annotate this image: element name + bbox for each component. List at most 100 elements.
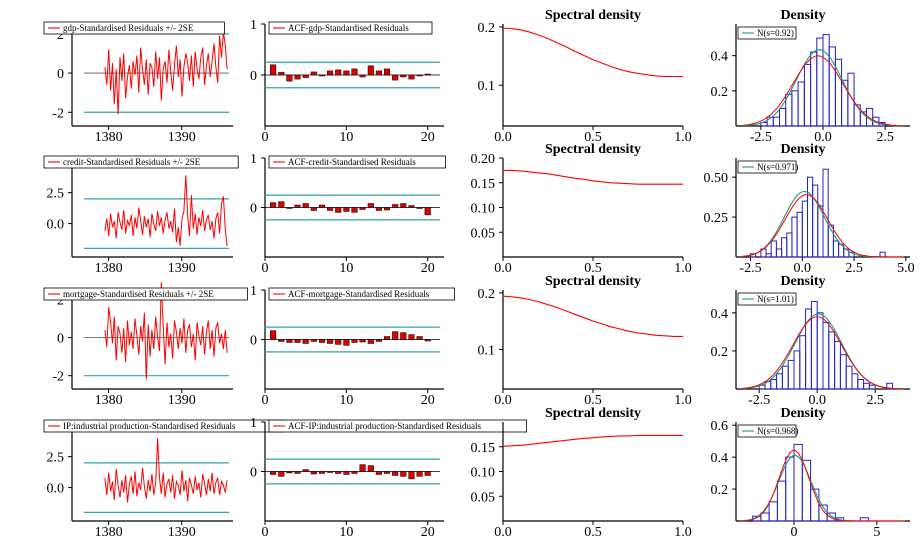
acf-bar bbox=[367, 65, 374, 76]
estimated-density-curve bbox=[743, 55, 903, 127]
acf-bar bbox=[408, 74, 415, 80]
acf-bar bbox=[351, 339, 358, 343]
histogram-bar bbox=[776, 373, 783, 390]
acf-bar bbox=[359, 74, 366, 78]
legend-box bbox=[737, 292, 797, 306]
panel-title: Density bbox=[780, 8, 825, 23]
acf-bar bbox=[424, 471, 431, 476]
panel-r2-c2: 0.0 0.5 1.0 0.2 0.1 Spectral density bbox=[478, 274, 692, 408]
acf-bar bbox=[286, 471, 293, 474]
acf-bar bbox=[400, 74, 407, 78]
y-tick-label: 0.0 bbox=[47, 218, 65, 233]
histogram-bar bbox=[857, 379, 865, 390]
histogram-bar bbox=[810, 51, 818, 127]
histogram-bar bbox=[781, 365, 789, 390]
acf-bar bbox=[392, 204, 399, 208]
histogram-bar bbox=[834, 340, 841, 390]
legend-box bbox=[268, 21, 433, 35]
x-tick-label: 1390 bbox=[168, 261, 196, 276]
x-tick-label: 10 bbox=[339, 261, 353, 276]
histogram-bar bbox=[886, 382, 894, 390]
histogram-bar bbox=[772, 116, 780, 127]
panel-r1-c2: 0.0 0.5 1.0 0.20 0.15 0.10 0.05 Spectral densit… bbox=[471, 142, 692, 276]
acf-bar bbox=[278, 201, 285, 208]
acf-bar bbox=[392, 471, 399, 476]
histogram-bar bbox=[781, 237, 788, 258]
acf-bar bbox=[416, 207, 423, 209]
acf-bar bbox=[302, 74, 309, 78]
x-tick-label: 2.5 bbox=[866, 393, 884, 408]
histogram-bar bbox=[770, 379, 778, 390]
legend-box bbox=[737, 424, 797, 438]
acf-bar bbox=[327, 339, 334, 344]
x-tick-label: 0.0 bbox=[814, 130, 832, 145]
y-tick-label: 0.2 bbox=[478, 287, 496, 302]
estimated-density-curve bbox=[740, 449, 905, 522]
y-tick-label: 0.2 bbox=[711, 85, 729, 100]
acf-bar bbox=[375, 207, 382, 211]
acf-bar bbox=[318, 471, 326, 474]
acf-bar bbox=[359, 339, 366, 343]
acf-bar bbox=[392, 74, 399, 81]
x-tick-label: 0.0 bbox=[494, 130, 512, 145]
legend-box bbox=[737, 160, 797, 174]
histogram-bar bbox=[826, 512, 836, 522]
y-tick-label: 0.10 bbox=[471, 202, 496, 217]
y-tick-label: 1 bbox=[250, 284, 257, 299]
acf-bar bbox=[367, 339, 374, 344]
acf-bar bbox=[424, 339, 431, 342]
acf-bar bbox=[400, 471, 407, 477]
panel-r2-c0: 1380 1390 2 0 -2 mortgage-Standardised Residu… bbox=[43, 282, 248, 408]
histogram-bar bbox=[803, 63, 812, 127]
legend-label: N(s=1.01) bbox=[757, 294, 794, 304]
acf-bar bbox=[343, 207, 350, 212]
panel-r0-c3: -2.5 0.0 2.5 0.4 0.2 Density N(s=0.92) bbox=[711, 8, 910, 145]
acf-bar bbox=[343, 471, 350, 475]
histogram-bar bbox=[770, 240, 777, 258]
y-tick-label: 2 bbox=[57, 294, 64, 309]
y-tick-label: 0.4 bbox=[711, 50, 729, 65]
acf-bar bbox=[302, 203, 309, 208]
y-tick-label: 0.15 bbox=[471, 441, 496, 456]
acf-bar bbox=[302, 469, 309, 472]
histogram-bar bbox=[822, 321, 830, 390]
legend-box bbox=[737, 26, 797, 40]
histogram-bar bbox=[779, 107, 787, 127]
x-tick-label: 0 bbox=[262, 525, 269, 538]
acf-bar bbox=[310, 207, 317, 211]
acf-bar bbox=[416, 74, 423, 77]
acf-bar bbox=[270, 471, 277, 475]
x-tick-label: 0 bbox=[791, 525, 798, 538]
normal-density-curve bbox=[743, 49, 903, 127]
acf-bar bbox=[335, 471, 342, 474]
acf-bar bbox=[359, 207, 366, 210]
panel-r2-c3: -2.5 0.0 2.5 0.4 0.2 Density N(s=1.01) bbox=[711, 274, 910, 408]
x-tick-label: 1390 bbox=[168, 130, 196, 145]
y-tick-label: 0 bbox=[57, 67, 64, 82]
legend-label: ACF-mortgage-Standardised Residuals bbox=[288, 289, 430, 299]
spectral-density-line bbox=[503, 169, 683, 185]
acf-bar bbox=[383, 336, 391, 340]
residual-series-line bbox=[104, 31, 228, 115]
acf-bar bbox=[335, 69, 342, 76]
acf-bar bbox=[327, 207, 334, 211]
acf-bar bbox=[416, 336, 423, 340]
x-tick-label: 0.0 bbox=[494, 393, 512, 408]
acf-bar bbox=[318, 339, 326, 343]
legend-label: ACF-gdp-Standardised Residuals bbox=[288, 23, 409, 33]
acf-bar bbox=[270, 330, 277, 340]
panel-title: Spectral density bbox=[545, 142, 641, 157]
x-tick-label: 0.5 bbox=[584, 130, 602, 145]
histogram-bar bbox=[822, 168, 829, 258]
acf-bar bbox=[294, 74, 301, 80]
panel-r0-c2: 0.0 0.5 1.0 0.2 0.1 Spectral density bbox=[478, 8, 692, 145]
x-tick-label: 1380 bbox=[95, 261, 123, 276]
panel-r0-c0: 1380 1390 2 0 -2 gdp-Standardised Residuals +… bbox=[43, 21, 233, 145]
y-tick-label: 0.50 bbox=[704, 171, 729, 186]
acf-bar bbox=[278, 339, 285, 342]
panel-title: Spectral density bbox=[545, 406, 641, 421]
legend-label: gdp-Standardised Residuals +/- 2SE bbox=[63, 23, 194, 33]
